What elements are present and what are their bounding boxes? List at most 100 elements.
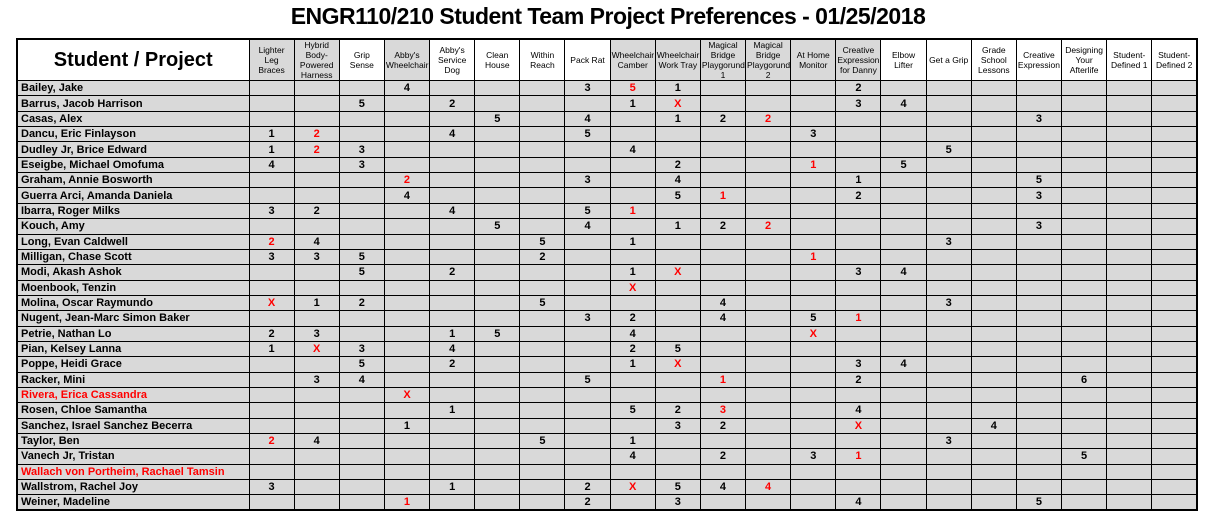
pref-cell[interactable]	[1061, 340, 1108, 358]
pref-cell[interactable]	[880, 202, 927, 220]
pref-cell[interactable]: X	[654, 356, 701, 373]
pref-cell[interactable]	[970, 463, 1017, 481]
pref-cell[interactable]	[474, 340, 521, 358]
pref-cell[interactable]	[338, 494, 385, 511]
pref-cell[interactable]: 2	[699, 218, 747, 235]
pref-cell[interactable]	[519, 463, 566, 481]
student-name-cell[interactable]: Modi, Akash Ashok	[16, 264, 250, 281]
pref-cell[interactable]	[474, 386, 521, 404]
pref-cell[interactable]	[790, 417, 837, 434]
pref-cell[interactable]	[248, 95, 295, 112]
pref-cell[interactable]: 3	[1015, 218, 1063, 235]
pref-cell[interactable]	[1061, 402, 1108, 419]
pref-cell[interactable]: 5	[338, 356, 385, 373]
pref-cell[interactable]	[835, 218, 882, 235]
pref-cell[interactable]	[248, 417, 295, 434]
pref-cell[interactable]	[699, 172, 747, 189]
pref-cell[interactable]: 4	[429, 126, 476, 143]
column-header[interactable]: Grade School Lessons	[970, 38, 1017, 82]
pref-cell[interactable]	[790, 494, 837, 511]
pref-cell[interactable]	[654, 141, 701, 158]
pref-cell[interactable]	[383, 371, 431, 388]
pref-cell[interactable]	[1015, 325, 1063, 342]
pref-cell[interactable]: 5	[609, 402, 656, 419]
pref-cell[interactable]	[474, 95, 521, 112]
pref-cell[interactable]: 5	[925, 141, 972, 158]
pref-cell[interactable]	[293, 156, 340, 174]
pref-cell[interactable]	[383, 310, 431, 327]
pref-cell[interactable]: 1	[835, 172, 882, 189]
pref-cell[interactable]	[835, 279, 882, 296]
pref-cell[interactable]	[1151, 371, 1198, 388]
pref-cell[interactable]	[880, 141, 927, 158]
pref-cell[interactable]	[790, 402, 837, 419]
pref-cell[interactable]: 2	[835, 80, 882, 97]
pref-cell[interactable]: 5	[609, 80, 656, 97]
corner-header[interactable]: Student / Project	[16, 38, 250, 82]
pref-cell[interactable]	[1015, 141, 1063, 158]
pref-cell[interactable]	[1151, 264, 1198, 281]
pref-cell[interactable]: 4	[880, 95, 927, 112]
column-header[interactable]: Creative Expression for Danny	[835, 38, 882, 82]
pref-cell[interactable]	[248, 386, 295, 404]
pref-cell[interactable]: 3	[654, 494, 701, 511]
pref-cell[interactable]	[338, 187, 385, 204]
column-header[interactable]: Abby's Wheelchair	[383, 38, 431, 82]
pref-cell[interactable]: 5	[338, 248, 385, 266]
pref-cell[interactable]	[474, 248, 521, 266]
pref-cell[interactable]	[609, 386, 656, 404]
pref-cell[interactable]	[699, 386, 747, 404]
pref-cell[interactable]	[519, 402, 566, 419]
student-name-cell[interactable]: Molina, Oscar Raymundo	[16, 294, 250, 312]
pref-cell[interactable]: 2	[564, 478, 611, 496]
pref-cell[interactable]: 5	[564, 202, 611, 220]
pref-cell[interactable]	[790, 264, 837, 281]
pref-cell[interactable]: 5	[338, 95, 385, 112]
pref-cell[interactable]	[1015, 126, 1063, 143]
pref-cell[interactable]	[474, 233, 521, 250]
pref-cell[interactable]: 3	[925, 432, 972, 450]
pref-cell[interactable]	[654, 325, 701, 342]
pref-cell[interactable]	[429, 386, 476, 404]
pref-cell[interactable]	[790, 386, 837, 404]
pref-cell[interactable]	[970, 202, 1017, 220]
pref-cell[interactable]: 3	[564, 80, 611, 97]
pref-cell[interactable]	[1151, 478, 1198, 496]
pref-cell[interactable]	[1151, 448, 1198, 465]
pref-cell[interactable]	[1106, 294, 1153, 312]
pref-cell[interactable]	[699, 156, 747, 174]
pref-cell[interactable]: 2	[609, 310, 656, 327]
pref-cell[interactable]	[1061, 279, 1108, 296]
pref-cell[interactable]	[293, 95, 340, 112]
pref-cell[interactable]	[1106, 110, 1153, 128]
pref-cell[interactable]	[925, 478, 972, 496]
column-header[interactable]: Magical Bridge Playgorund 2	[745, 38, 792, 82]
pref-cell[interactable]	[429, 218, 476, 235]
pref-cell[interactable]	[835, 110, 882, 128]
pref-cell[interactable]	[519, 218, 566, 235]
pref-cell[interactable]	[745, 156, 792, 174]
pref-cell[interactable]	[609, 294, 656, 312]
pref-cell[interactable]	[790, 432, 837, 450]
pref-cell[interactable]	[1106, 448, 1153, 465]
pref-cell[interactable]	[925, 356, 972, 373]
pref-cell[interactable]	[519, 95, 566, 112]
pref-cell[interactable]	[925, 463, 972, 481]
pref-cell[interactable]: 5	[654, 340, 701, 358]
pref-cell[interactable]	[1015, 248, 1063, 266]
pref-cell[interactable]	[1106, 187, 1153, 204]
pref-cell[interactable]: 2	[654, 402, 701, 419]
pref-cell[interactable]	[338, 310, 385, 327]
pref-cell[interactable]	[609, 187, 656, 204]
pref-cell[interactable]: 4	[293, 233, 340, 250]
column-header[interactable]: Magical Bridge Playgorund 1	[699, 38, 747, 82]
pref-cell[interactable]	[1151, 156, 1198, 174]
pref-cell[interactable]	[835, 248, 882, 266]
pref-cell[interactable]: 1	[609, 202, 656, 220]
pref-cell[interactable]	[1151, 202, 1198, 220]
pref-cell[interactable]: 2	[248, 233, 295, 250]
pref-cell[interactable]	[745, 187, 792, 204]
pref-cell[interactable]	[519, 126, 566, 143]
pref-cell[interactable]	[248, 310, 295, 327]
pref-cell[interactable]: 3	[1015, 110, 1063, 128]
